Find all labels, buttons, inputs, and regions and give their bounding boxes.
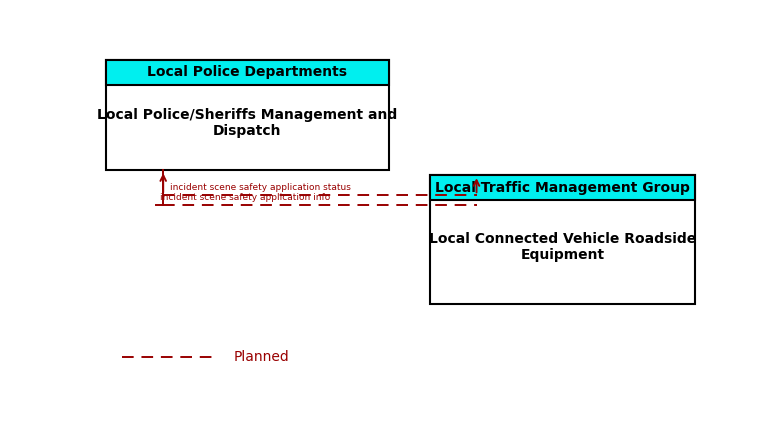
Bar	[106, 60, 389, 85]
Bar	[106, 60, 389, 170]
Text: incident scene safety application status: incident scene safety application status	[170, 183, 351, 192]
Text: Local Police Departments: Local Police Departments	[148, 65, 347, 79]
Text: incident scene safety application info: incident scene safety application info	[160, 193, 331, 202]
Text: Local Traffic Management Group: Local Traffic Management Group	[435, 181, 690, 195]
Bar	[430, 175, 695, 200]
Bar	[430, 175, 695, 304]
Text: Planned: Planned	[234, 350, 290, 364]
Text: Local Connected Vehicle Roadside
Equipment: Local Connected Vehicle Roadside Equipme…	[429, 232, 696, 262]
Text: Local Police/Sheriffs Management and
Dispatch: Local Police/Sheriffs Management and Dis…	[97, 108, 397, 138]
